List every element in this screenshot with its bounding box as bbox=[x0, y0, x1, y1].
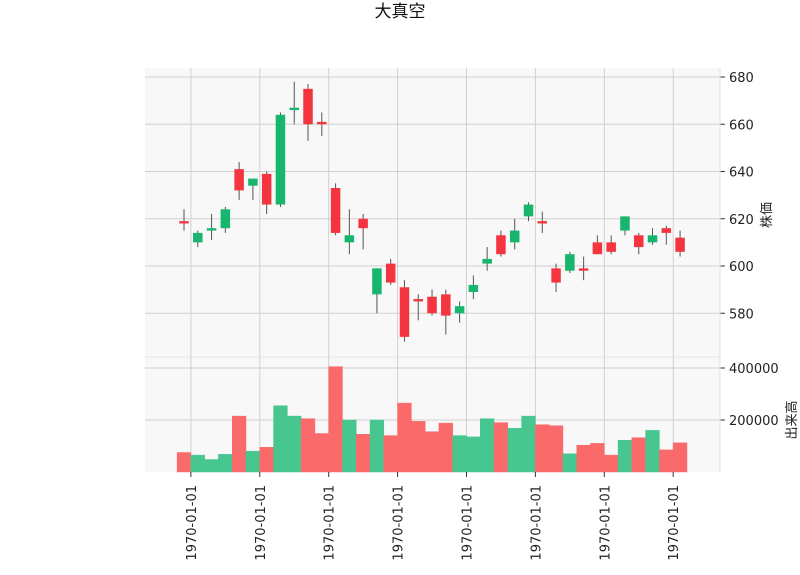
volume-bar-down bbox=[590, 443, 605, 473]
volume-bar-down bbox=[672, 442, 688, 473]
volume-bar-up bbox=[273, 405, 288, 473]
volume-tick-label: 400000 bbox=[729, 362, 779, 377]
volume-bar-up bbox=[190, 454, 205, 473]
candle-body-up bbox=[193, 232, 203, 243]
price-tick-label: 680 bbox=[729, 71, 754, 86]
candle-body-up bbox=[344, 235, 355, 243]
volume-bar-down bbox=[176, 452, 192, 473]
volume-bar-down bbox=[604, 454, 619, 473]
candle-body-up bbox=[523, 204, 534, 217]
volume-bar-down bbox=[397, 402, 412, 473]
volume-bar-down bbox=[631, 437, 646, 473]
price-tick-label: 620 bbox=[729, 213, 754, 228]
x-tick-label: 1970-01-01 bbox=[254, 485, 269, 561]
candle-body-down bbox=[592, 242, 603, 255]
candle-body-down bbox=[606, 242, 616, 252]
volume-bar-down bbox=[659, 449, 674, 473]
price-tick-label: 580 bbox=[729, 307, 754, 322]
volume-bar-down bbox=[576, 444, 591, 473]
x-tick-label: 1970-01-01 bbox=[323, 485, 338, 561]
price-tick-label: 640 bbox=[729, 166, 754, 181]
volume-bar-down bbox=[548, 425, 564, 473]
volume-bar-up bbox=[521, 415, 536, 473]
volume-bar-down bbox=[314, 433, 329, 473]
candle-body-down bbox=[330, 188, 341, 233]
candle-body-down bbox=[675, 237, 685, 252]
price-tick-label: 660 bbox=[729, 118, 754, 133]
candle-body-down bbox=[385, 263, 396, 283]
candle-body-down bbox=[427, 296, 437, 314]
candle-body-down bbox=[303, 88, 313, 125]
candle-body-down bbox=[317, 121, 327, 125]
candle-body-up bbox=[647, 235, 658, 243]
volume-bar-up bbox=[507, 428, 522, 473]
volume-tick-label: 200000 bbox=[729, 414, 779, 429]
volume-bar-down bbox=[300, 418, 316, 473]
candle-body-up bbox=[482, 258, 492, 264]
volume-bar-up bbox=[562, 453, 577, 473]
volume-bar-down bbox=[535, 424, 550, 473]
candle-body-up bbox=[206, 228, 217, 231]
candle-body-up bbox=[454, 306, 465, 314]
candle-body-down bbox=[179, 221, 189, 224]
volume-bar-down bbox=[493, 422, 509, 473]
candle-body-down bbox=[496, 235, 506, 255]
price-panel: 580 600 620 640 660 680 bbox=[145, 68, 754, 357]
candle-body-up bbox=[220, 209, 231, 229]
x-tick-label: 1970-01-01 bbox=[392, 485, 407, 561]
price-axis-label: 株価 bbox=[760, 202, 775, 228]
x-tick-label: 1970-01-01 bbox=[667, 485, 682, 561]
volume-bar-up bbox=[369, 419, 385, 473]
candle-body-up bbox=[248, 178, 258, 186]
x-tick-label: 1970-01-01 bbox=[185, 485, 200, 561]
x-axis: 1970-01-01 1970-01-01 1970-01-01 1970-01-01… bbox=[185, 68, 721, 561]
volume-bar-down bbox=[383, 435, 398, 473]
candle-body-down bbox=[661, 228, 672, 233]
volume-bar-up bbox=[466, 436, 481, 473]
price-tick-label: 600 bbox=[729, 260, 754, 275]
candle-body-up bbox=[509, 230, 520, 243]
volume-bar-up bbox=[204, 459, 219, 473]
volume-bar-up bbox=[287, 415, 302, 473]
volume-bar-up bbox=[342, 419, 357, 473]
x-tick-label: 1970-01-01 bbox=[598, 485, 613, 561]
chart-title: 大真空 bbox=[375, 2, 426, 22]
volume-bar-down bbox=[424, 431, 440, 473]
candle-body-down bbox=[234, 169, 244, 191]
volume-bar-down bbox=[356, 434, 371, 473]
volume-bar-down bbox=[438, 422, 453, 473]
candle-body-up bbox=[468, 284, 479, 292]
candle-body-down bbox=[551, 268, 561, 283]
volume-bar-up bbox=[645, 430, 660, 473]
candle-body-up bbox=[372, 268, 382, 295]
candle-body-up bbox=[620, 216, 630, 231]
volume-bar-up bbox=[452, 435, 467, 473]
candle-body-down bbox=[633, 235, 644, 248]
candle-body-up bbox=[289, 107, 299, 111]
volume-bar-down bbox=[231, 415, 247, 473]
volume-bar-down bbox=[259, 447, 274, 473]
x-tick-label: 1970-01-01 bbox=[529, 485, 544, 561]
volume-bar-down bbox=[328, 366, 343, 473]
candle-body-down bbox=[399, 287, 410, 337]
volume-bar-up bbox=[218, 454, 233, 473]
candle-body-down bbox=[261, 173, 272, 205]
volume-bar-up bbox=[617, 440, 633, 473]
volume-bar-up bbox=[245, 450, 261, 473]
candle-body-up bbox=[275, 114, 286, 205]
candle-body-down bbox=[441, 294, 451, 316]
candle-body-up bbox=[565, 254, 575, 271]
volume-bar-up bbox=[480, 418, 495, 473]
volume-axis-label: 出来高 bbox=[784, 400, 800, 439]
volume-bar-down bbox=[411, 421, 426, 473]
volume-panel: 200000 400000 bbox=[145, 356, 779, 473]
candle-body-down bbox=[413, 299, 424, 302]
candle-body-down bbox=[537, 221, 548, 224]
x-tick-label: 1970-01-01 bbox=[460, 485, 475, 561]
candle-body-down bbox=[578, 268, 589, 271]
candle-body-down bbox=[358, 218, 368, 229]
